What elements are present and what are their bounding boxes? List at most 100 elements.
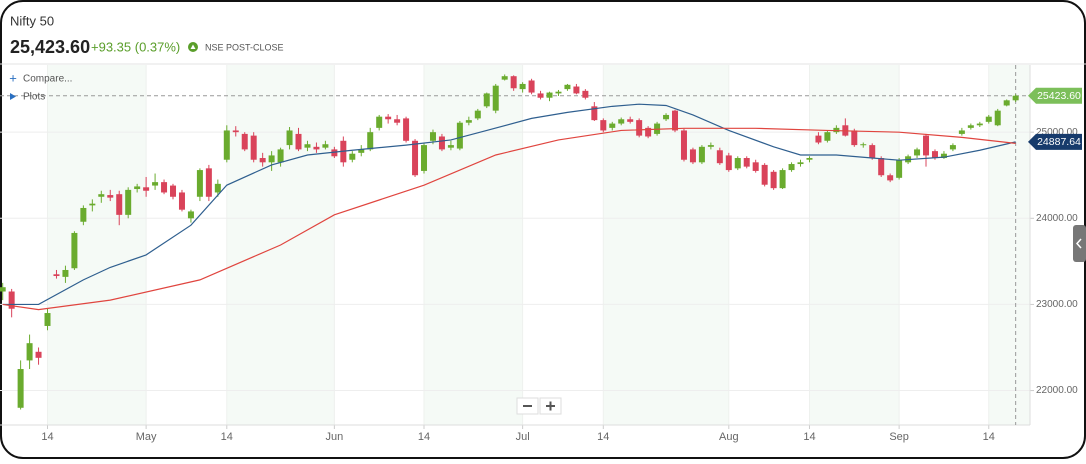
candle-body: [519, 83, 526, 90]
x-tick-label: May: [136, 431, 157, 443]
candle-body: [107, 195, 114, 198]
candle-body: [555, 91, 562, 94]
plot-area: 14 May 14 Jun 14 Jul 14 Aug 14 Sep 14 22000.00 23000…: [0, 65, 1078, 443]
grid-band: [603, 65, 729, 425]
x-tick-label: Jul: [516, 431, 530, 443]
candle-body: [896, 159, 903, 178]
candle-body: [824, 132, 831, 141]
candle-body: [689, 149, 696, 163]
candle-body: [1003, 100, 1010, 106]
plots-button[interactable]: Plots: [23, 92, 45, 103]
candle-body: [196, 170, 203, 197]
candle-body: [618, 119, 625, 124]
candle-body: [295, 133, 302, 150]
candle-body: [286, 130, 293, 146]
candle-body: [429, 132, 436, 141]
y-tick-label: 25000.00: [1036, 127, 1078, 138]
candle-body: [725, 155, 732, 171]
candle-body: [465, 120, 472, 123]
grid-band: [809, 65, 900, 425]
candle-body: [26, 343, 33, 361]
candle-body: [241, 133, 248, 150]
candle-body: [71, 232, 78, 269]
x-tick-label: 14: [597, 431, 609, 443]
side-panel-handle[interactable]: [1073, 225, 1086, 262]
candle-body: [116, 194, 123, 215]
candle-body: [600, 120, 607, 131]
candle-body: [250, 135, 257, 160]
candle-body: [761, 164, 768, 185]
candle-body: [259, 158, 266, 163]
price-tag: [1028, 133, 1082, 150]
title: Nifty 50: [10, 13, 54, 28]
candle-body: [698, 146, 705, 163]
candle-body: [851, 130, 858, 146]
candle-body: [0, 287, 6, 292]
candle-body: [994, 110, 1001, 126]
candle-body: [564, 84, 571, 90]
candle-body: [223, 130, 230, 160]
x-tick-label: Sep: [889, 431, 909, 443]
candle-body: [313, 146, 320, 150]
y-tick-label: 24000.00: [1036, 213, 1078, 224]
candle-body: [815, 135, 822, 143]
candle-body: [232, 130, 239, 133]
candle-body: [277, 149, 284, 163]
candle-body: [958, 130, 965, 134]
candle-body: [438, 136, 445, 150]
candle-body: [170, 185, 177, 197]
grid-band: [424, 65, 523, 425]
candle-body: [376, 116, 383, 128]
candle-body: [976, 123, 983, 126]
candle-body: [923, 135, 930, 156]
candle-body: [985, 116, 992, 122]
candle-body: [152, 182, 159, 186]
price: 25,423.60: [10, 37, 90, 57]
candle-body: [707, 145, 714, 147]
candle-body: [931, 151, 938, 159]
candle-body: [483, 93, 490, 107]
x-tick-label: Aug: [719, 431, 739, 443]
candle-body: [403, 118, 410, 141]
candle-body: [44, 313, 51, 326]
candle-body: [62, 269, 69, 277]
candle-body: [1012, 95, 1019, 101]
candle-body: [358, 149, 365, 153]
candle-body: [743, 158, 750, 167]
candle-body: [385, 116, 392, 120]
x-tick-label: 14: [221, 431, 233, 443]
candle-body: [474, 110, 481, 119]
price-tag: [1028, 87, 1082, 104]
candle-body: [788, 164, 795, 171]
candle-body: [268, 155, 275, 163]
candle-body: [770, 171, 777, 189]
candle-body: [546, 92, 553, 98]
candle-body: [582, 90, 589, 98]
plots-icon[interactable]: [10, 93, 16, 100]
candle-body: [187, 211, 194, 219]
candle-body: [914, 149, 921, 156]
candle-body: [573, 86, 580, 94]
candle-body: [501, 76, 508, 80]
candle-body: [716, 150, 723, 164]
x-tick-label: Jun: [325, 431, 343, 443]
moving-average-line: [2, 103, 1016, 306]
y-tick-label: 23000.00: [1036, 299, 1078, 310]
candle-body: [797, 162, 804, 165]
candle-body: [304, 144, 311, 148]
candle-body: [645, 127, 652, 137]
candle-body: [8, 291, 15, 309]
compare-button[interactable]: Compare...: [23, 74, 72, 85]
price-tag-label: 24887.64: [1037, 136, 1081, 148]
candle-body: [205, 168, 212, 197]
candle-body: [331, 149, 338, 157]
candle-body: [367, 132, 374, 150]
moving-average-line: [2, 127, 1016, 311]
price-tag-label: 25423.60: [1037, 90, 1081, 102]
candle-body: [860, 144, 867, 146]
grid-band: [47, 65, 147, 425]
candle-body: [412, 140, 419, 176]
compare-icon[interactable]: +: [9, 70, 17, 85]
